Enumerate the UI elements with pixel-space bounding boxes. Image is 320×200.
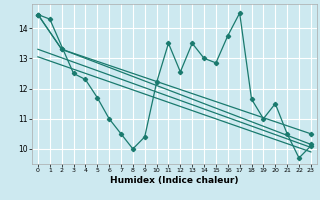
X-axis label: Humidex (Indice chaleur): Humidex (Indice chaleur) [110,176,239,185]
